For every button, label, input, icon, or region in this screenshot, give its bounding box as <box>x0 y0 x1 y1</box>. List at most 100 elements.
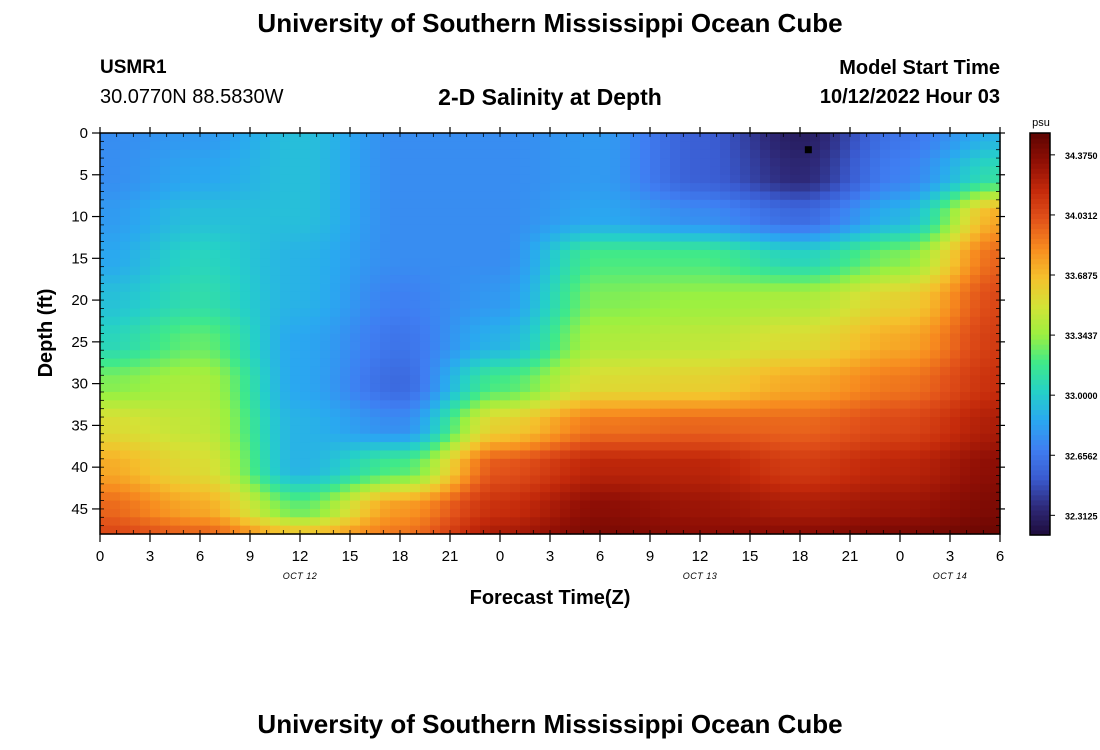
heatmap-cell <box>200 450 211 460</box>
colorbar-swatch <box>1030 328 1050 335</box>
heatmap-cell <box>230 391 241 401</box>
heatmap-cell <box>990 224 1001 234</box>
heatmap-cell <box>170 158 181 168</box>
heatmap-cell <box>670 350 681 360</box>
heatmap-cell <box>250 391 261 401</box>
heatmap-cell <box>280 425 291 435</box>
heatmap-cell <box>730 191 741 201</box>
heatmap-cell <box>950 224 961 234</box>
heatmap-cell <box>630 450 641 460</box>
heatmap-cell <box>700 183 711 193</box>
heatmap-cell <box>860 199 871 209</box>
heatmap-cell <box>950 166 961 176</box>
heatmap-cell <box>790 333 801 343</box>
heatmap-cell <box>610 500 621 510</box>
heatmap-cell <box>140 341 151 351</box>
heatmap-cell <box>840 400 851 410</box>
heatmap-cell <box>500 458 511 468</box>
heatmap-cell <box>870 350 881 360</box>
heatmap-cell <box>490 408 501 418</box>
heatmap-cell <box>830 133 841 142</box>
heatmap-cell <box>720 149 731 159</box>
heatmap-cell <box>450 166 461 176</box>
heatmap-cell <box>110 216 121 226</box>
heatmap-cell <box>890 208 901 218</box>
colorbar-swatch <box>1030 303 1050 310</box>
heatmap-cell <box>610 166 621 176</box>
heatmap-cell <box>350 383 361 393</box>
heatmap-cell <box>700 216 711 226</box>
x-tick-label: 6 <box>596 548 604 565</box>
heatmap-cell <box>280 233 291 243</box>
heatmap-cell <box>330 275 341 284</box>
heatmap-cell <box>280 375 291 385</box>
heatmap-cell <box>250 366 261 376</box>
heatmap-cell <box>680 391 691 401</box>
heatmap-cell <box>220 141 231 151</box>
heatmap-cell <box>250 308 261 318</box>
heatmap-cell <box>400 458 411 468</box>
heatmap-cell <box>230 266 241 276</box>
heatmap-cell <box>100 325 111 335</box>
heatmap-cell <box>120 149 131 159</box>
heatmap-cell <box>540 391 551 401</box>
heatmap-cell <box>120 400 131 410</box>
heatmap-cell <box>980 391 991 401</box>
heatmap-cell <box>420 433 431 443</box>
heatmap-cell <box>160 249 171 259</box>
heatmap-cell <box>290 283 301 293</box>
heatmap-cell <box>690 300 701 310</box>
colorbar-swatch <box>1030 344 1050 350</box>
heatmap-cell <box>960 258 971 268</box>
heatmap-cell <box>420 183 431 193</box>
heatmap-cell <box>340 283 351 293</box>
heatmap-cell <box>580 258 591 268</box>
heatmap-cell <box>890 458 901 468</box>
heatmap-cell <box>700 450 711 460</box>
heatmap-cell <box>990 358 1001 368</box>
heatmap-cell <box>510 333 521 343</box>
heatmap-cell <box>490 366 501 376</box>
heatmap-cell <box>210 333 221 343</box>
heatmap-cell <box>610 391 621 401</box>
heatmap-cell <box>850 149 861 159</box>
heatmap-cell <box>220 442 231 452</box>
heatmap-cell <box>940 375 951 385</box>
heatmap-cell <box>620 508 631 518</box>
heatmap-cell <box>570 458 581 468</box>
heatmap-cell <box>330 199 341 209</box>
heatmap-cell <box>500 141 511 151</box>
heatmap-cell <box>430 141 441 151</box>
heatmap-cell <box>400 224 411 234</box>
heatmap-cell <box>300 425 311 435</box>
heatmap-cell <box>650 199 661 209</box>
heatmap-cell <box>440 400 451 410</box>
heatmap-cell <box>120 525 131 535</box>
heatmap-cell <box>880 300 891 310</box>
heatmap-cell <box>830 275 841 284</box>
heatmap-cell <box>840 283 851 293</box>
heatmap-cell <box>170 283 181 293</box>
heatmap-cell <box>580 224 591 234</box>
heatmap-cell <box>130 442 141 452</box>
heatmap-cell <box>890 517 901 527</box>
heatmap-cell <box>710 216 721 226</box>
heatmap-cell <box>730 391 741 401</box>
heatmap-cell <box>990 383 1001 393</box>
heatmap-cell <box>800 492 811 502</box>
heatmap-cell <box>670 216 681 226</box>
heatmap-cell <box>680 133 691 142</box>
heatmap-cell <box>900 158 911 168</box>
heatmap-cell <box>970 149 981 159</box>
heatmap-cell <box>440 375 451 385</box>
heatmap-cell <box>730 492 741 502</box>
heatmap-cell <box>140 517 151 527</box>
heatmap-cell <box>160 241 171 251</box>
heatmap-cell <box>460 375 471 385</box>
heatmap-cell <box>340 266 351 276</box>
heatmap-cell <box>680 500 691 510</box>
heatmap-cell <box>980 525 991 535</box>
heatmap-cell <box>650 400 661 410</box>
heatmap-cell <box>860 375 871 385</box>
heatmap-cell <box>390 233 401 243</box>
